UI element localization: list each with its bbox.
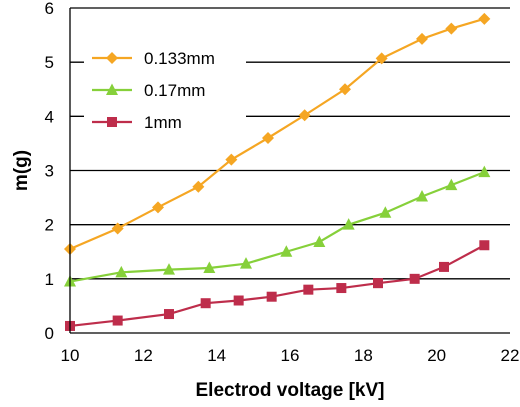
data-point: [416, 190, 428, 202]
x-axis-title: Electrod voltage [kV]: [196, 380, 385, 401]
data-point: [164, 309, 174, 320]
data-point: [313, 235, 326, 247]
legend-marker: [106, 52, 118, 64]
data-point: [262, 132, 274, 144]
data-point: [233, 295, 244, 306]
y-tick-label: 2: [45, 216, 54, 235]
data-point: [112, 315, 123, 326]
data-point: [152, 201, 164, 214]
data-point: [439, 261, 449, 272]
x-tick-label: 20: [427, 346, 446, 365]
series-1mm: [65, 240, 490, 331]
data-point: [375, 52, 388, 65]
data-point: [416, 32, 428, 45]
legend: 0.133mm 0.17mm 1mm: [84, 40, 246, 138]
data-point: [280, 245, 293, 257]
x-tick-label: 18: [354, 346, 373, 365]
data-point: [163, 263, 175, 275]
data-point: [409, 273, 420, 284]
legend-label: 1mm: [144, 113, 182, 132]
data-point: [373, 278, 383, 289]
data-point: [298, 109, 311, 122]
series-0.133mm: [64, 12, 491, 256]
series-line: [69, 171, 485, 283]
data-point: [200, 298, 211, 309]
series-line: [69, 244, 485, 328]
legend-label: 0.133mm: [144, 49, 215, 68]
data-point: [445, 22, 458, 35]
y-tick-label: 3: [45, 162, 54, 181]
series-layer: [64, 12, 491, 331]
x-tick-label: 16: [281, 346, 300, 365]
series-0.17mm: [64, 165, 491, 287]
axes: [69, 8, 510, 334]
x-tick-label: 22: [501, 346, 520, 365]
data-point: [478, 12, 491, 25]
legend-marker: [107, 117, 117, 127]
x-tick-label: 10: [61, 346, 80, 365]
data-point: [339, 83, 351, 96]
y-tick-label: 1: [45, 270, 54, 289]
data-point: [225, 153, 238, 166]
legend-item: 1mm: [92, 113, 182, 132]
y-tick-label: 4: [45, 107, 54, 126]
data-point: [379, 206, 392, 218]
legend-label: 0.17mm: [144, 81, 205, 100]
legend-item: 0.133mm: [92, 49, 215, 68]
data-point: [115, 265, 128, 278]
data-point: [192, 180, 205, 193]
legend-item: 0.17mm: [92, 81, 205, 100]
series-line: [69, 17, 485, 251]
data-point: [240, 257, 252, 269]
data-point: [303, 284, 314, 295]
data-point: [479, 240, 490, 251]
data-point: [336, 283, 347, 294]
y-axis-title: m(g): [11, 150, 32, 191]
data-point: [266, 291, 277, 302]
y-tick-label: 6: [45, 0, 54, 18]
data-point: [111, 222, 124, 235]
data-point: [203, 261, 216, 273]
y-tick-label: 0: [45, 324, 54, 343]
y-tick-label: 5: [45, 53, 54, 72]
data-point: [445, 178, 458, 191]
x-tick-label: 12: [134, 346, 153, 365]
data-point: [342, 218, 355, 230]
data-point: [478, 165, 491, 178]
x-tick-label: 14: [207, 346, 226, 365]
legend-marker: [106, 83, 118, 95]
